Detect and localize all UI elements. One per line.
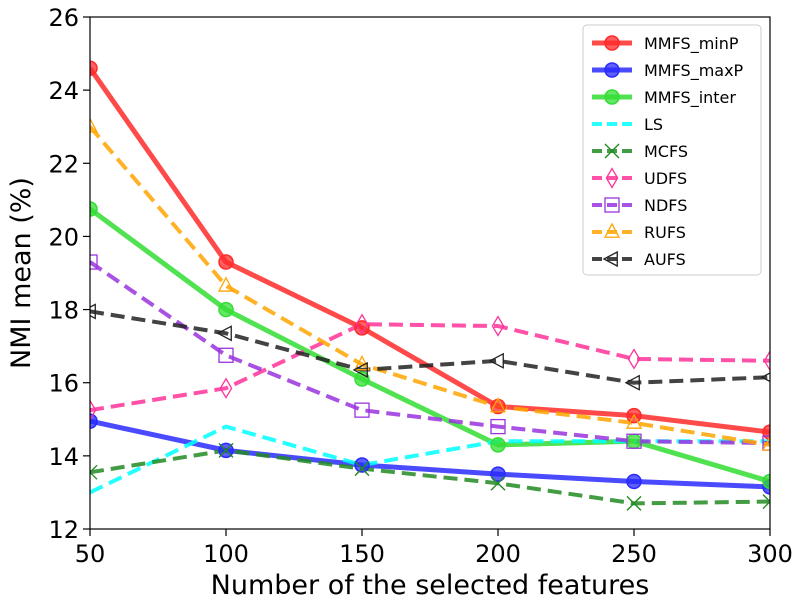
legend-item-mmfs-inter: MMFS_inter	[592, 88, 736, 108]
data-point-mmfs-inter	[90, 201, 98, 217]
legend-label: MCFS	[644, 142, 688, 161]
data-point-mmfs-minp	[218, 254, 234, 270]
plot-frame	[89, 16, 771, 530]
legend-item-mmfs-maxp: MMFS_maxP	[592, 61, 744, 81]
x-tick-label: 100	[203, 540, 249, 568]
data-point-mmfs-maxp	[626, 473, 642, 490]
legend-item-mmfs-minp: MMFS_minP	[592, 34, 739, 54]
y-tick-label: 18	[48, 297, 79, 325]
data-point-rufs	[217, 276, 235, 292]
data-point-aufs	[624, 374, 640, 391]
data-point-rufs	[90, 117, 99, 133]
legend-label: RUFS	[644, 223, 686, 242]
legend-label: MMFS_minP	[644, 34, 739, 54]
data-point-mmfs-inter	[626, 433, 642, 449]
y-tick-label: 12	[48, 516, 79, 544]
legend-marker	[604, 143, 620, 159]
legend-label: NDFS	[644, 196, 687, 215]
data-point-rufs	[625, 413, 643, 429]
y-tick-label: 22	[48, 150, 79, 178]
data-point-mmfs-minp	[90, 60, 98, 76]
data-point-aufs	[90, 303, 96, 320]
data-point-mmfs-maxp	[354, 457, 370, 473]
data-point-aufs	[760, 372, 770, 383]
legend-item-mcfs: MCFS	[592, 142, 688, 161]
data-point-udfs	[219, 377, 233, 399]
y-axis: 12 14 16 18 20 22 24 26	[48, 4, 90, 544]
x-axis: 50 100 150 200 250 300	[75, 529, 793, 568]
y-tick-label: 20	[48, 223, 79, 251]
legend-marker	[603, 222, 621, 238]
data-point-mcfs	[626, 495, 642, 511]
x-axis-label: Number of the selected features	[211, 570, 650, 600]
x-tick-label: 50	[75, 540, 106, 568]
series-line-ndfs	[90, 260, 770, 446]
series-layer	[90, 66, 770, 506]
legend-item-udfs: UDFS	[592, 167, 687, 189]
data-point-aufs	[488, 352, 504, 369]
data-point-ndfs	[354, 402, 370, 418]
legend-label: LS	[644, 115, 663, 134]
data-point-ndfs	[490, 418, 506, 435]
legend-marker	[604, 197, 620, 213]
x-tick-label: 250	[611, 540, 657, 568]
data-point-mcfs	[762, 494, 770, 510]
data-point-ndfs	[90, 254, 98, 270]
y-tick-label: 24	[48, 77, 79, 105]
legend: MMFS_minP MMFS_maxP MMFS_inter LS MCFS UDFS ND…	[582, 24, 762, 276]
y-tick-label: 16	[48, 370, 79, 398]
series-line-mmfs-inter	[90, 206, 770, 484]
y-tick-label: 14	[48, 443, 79, 471]
data-point-udfs	[355, 313, 369, 335]
y-axis-label: NMI mean (%)	[6, 177, 37, 369]
legend-marker	[604, 35, 620, 51]
legend-item-ndfs: NDFS	[592, 196, 687, 215]
legend-label: UDFS	[644, 169, 687, 188]
legend-label: MMFS_inter	[644, 88, 736, 108]
data-point-ndfs	[626, 433, 642, 449]
legend-frame	[582, 24, 762, 276]
data-point-ndfs	[218, 347, 234, 363]
x-tick-label: 150	[339, 540, 385, 568]
series-line-mcfs	[90, 448, 770, 506]
data-point-mmfs-maxp	[490, 466, 506, 482]
data-point-rufs	[353, 354, 371, 371]
data-point-rufs	[489, 397, 507, 413]
series-line-rufs	[90, 125, 770, 447]
x-tick-label: 300	[747, 540, 793, 568]
series-line-udfs	[90, 322, 770, 413]
data-point-mcfs	[218, 442, 234, 458]
legend-label: AUFS	[644, 250, 686, 269]
data-point-mcfs	[90, 464, 98, 480]
legend-item-rufs: RUFS	[592, 222, 686, 242]
legend-marker	[604, 62, 620, 78]
data-point-aufs	[216, 325, 232, 342]
legend-item-aufs: AUFS	[592, 250, 686, 269]
legend-label: MMFS_maxP	[644, 61, 744, 81]
data-point-udfs	[763, 350, 770, 372]
data-point-rufs	[761, 435, 770, 451]
marker-layer	[90, 60, 770, 511]
data-point-udfs	[90, 399, 97, 421]
data-point-mmfs-inter	[490, 437, 506, 453]
data-point-mcfs	[354, 461, 370, 477]
legend-marker	[604, 89, 620, 105]
series-line-ls	[90, 424, 770, 495]
data-point-udfs	[627, 348, 641, 370]
series-line-mmfs-maxp	[90, 418, 770, 490]
data-point-aufs	[352, 361, 368, 378]
data-point-mmfs-inter	[762, 473, 770, 490]
y-tick-label: 26	[48, 4, 79, 32]
series-line-aufs	[90, 309, 770, 385]
x-tick-label: 200	[475, 540, 521, 568]
data-point-mcfs	[490, 475, 506, 491]
legend-item-ls: LS	[592, 115, 663, 134]
legend-marker	[602, 250, 618, 268]
data-point-ndfs	[762, 435, 770, 451]
data-point-udfs	[491, 315, 505, 337]
data-point-mmfs-inter	[218, 301, 234, 318]
legend-marker	[605, 167, 619, 189]
